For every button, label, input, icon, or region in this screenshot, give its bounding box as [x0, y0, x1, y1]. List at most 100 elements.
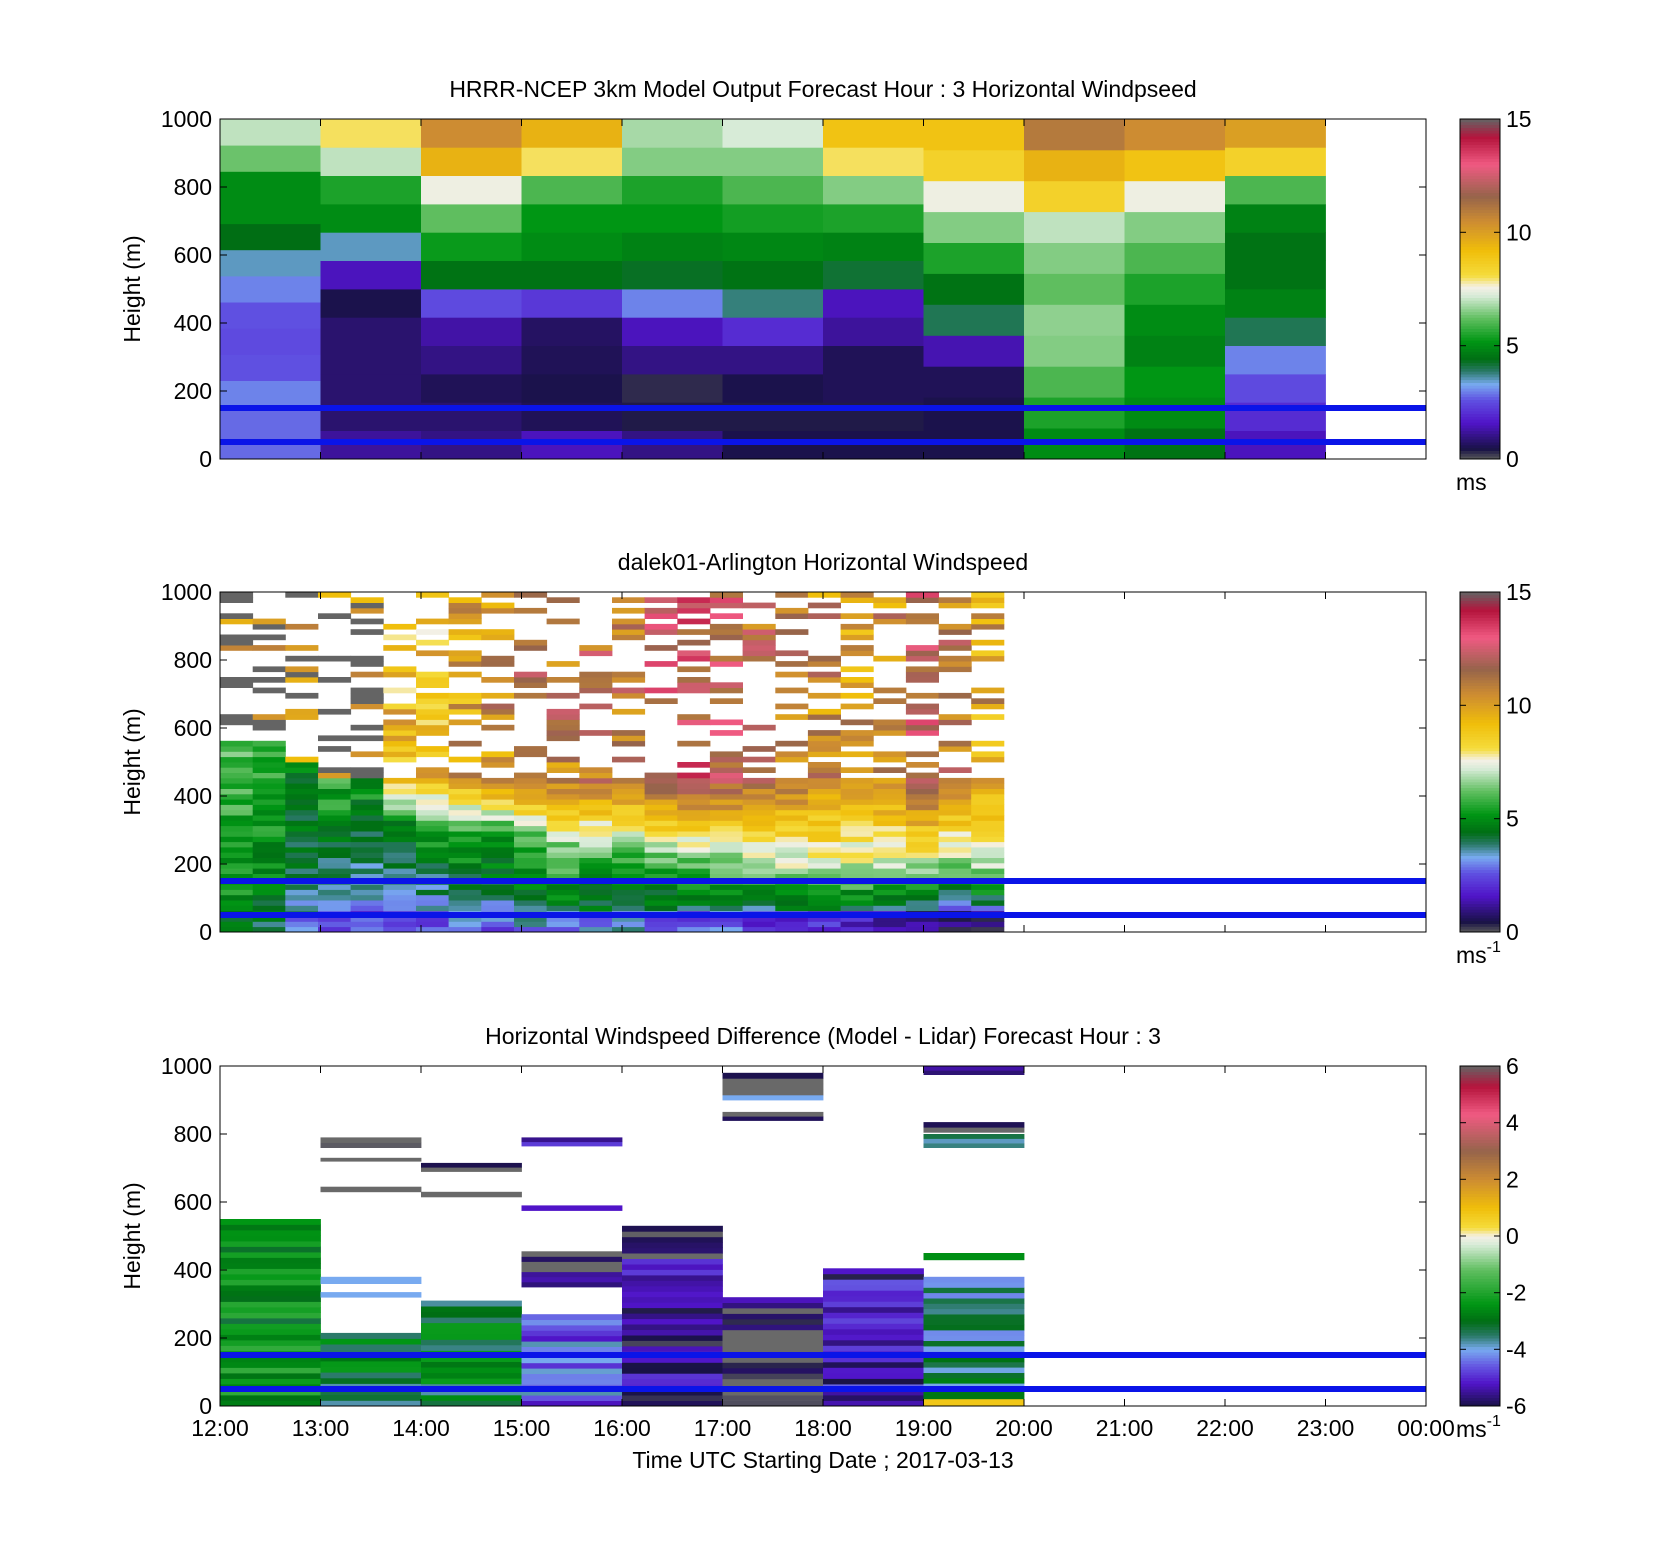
lidar-cell-10-8 [546, 884, 580, 890]
lidar-cell-7-62 [448, 597, 482, 603]
lidar-cell-15-23 [709, 804, 743, 811]
lidar-cell-1-31 [252, 762, 286, 768]
lidar-cell-22-44 [938, 692, 972, 699]
lidar-cell-7-4 [448, 905, 482, 912]
lidar-cell-14-2 [677, 916, 711, 922]
lidar-cell-4-21 [350, 815, 384, 821]
lidar-cell-11-25 [579, 793, 613, 800]
lidar-cell-11-6 [579, 894, 613, 901]
difference-cell-10-10 [521, 1346, 623, 1353]
lidar-cell-16-13 [742, 857, 776, 864]
lidar-cell-6-26 [416, 788, 450, 795]
lidar-cell-9-47 [514, 677, 548, 683]
difference-cell-7-7 [421, 1361, 522, 1368]
lidar-cell-6-52 [416, 650, 450, 657]
lidar-cell-20-7 [873, 889, 907, 896]
lidar-cell-20-26 [873, 788, 907, 795]
y-tick-label: 200 [174, 378, 212, 404]
colorbar-swatch [1460, 382, 1500, 386]
colorbar-swatch [1460, 1394, 1500, 1398]
difference-cell-10-15 [521, 1319, 623, 1326]
lidar-cell-0-55 [220, 634, 254, 641]
difference-cell-5-0 [320, 1157, 422, 1162]
lidar-cell-22-13 [938, 857, 972, 864]
difference-cell-7-13 [421, 1328, 522, 1335]
colorbar-swatch [1460, 654, 1500, 658]
lidar-cell-3-4 [318, 905, 352, 912]
lidar-cell-18-6 [807, 894, 841, 901]
lidar-cell-12-47 [612, 677, 646, 683]
lidar-cell-0-21 [220, 815, 254, 821]
difference-cell-19-1 [823, 1395, 924, 1401]
difference-cell-7-12 [421, 1333, 522, 1340]
lidar-cell-11-11 [579, 868, 613, 874]
model-cell-10-8 [1225, 204, 1326, 233]
lidar-cell-2-63 [285, 592, 319, 598]
lidar-cell-14-47 [677, 677, 711, 683]
lidar-cell-4-30 [350, 767, 384, 773]
lidar-cell-6-29 [416, 772, 450, 779]
model-cell-4-4 [622, 317, 723, 346]
panel-difference: Horizontal Windspeed Difference (Model -… [119, 1023, 1527, 1442]
lidar-cell-19-2 [840, 916, 874, 922]
colorbar-swatch [1460, 1261, 1500, 1265]
model-cell-10-11 [1225, 119, 1326, 148]
lidar-cell-8-6 [481, 894, 515, 901]
lidar-cell-7-48 [448, 671, 482, 678]
difference-cell-15-10 [722, 1346, 824, 1352]
difference-cell-19-11 [823, 1339, 924, 1346]
difference-cell-0-16 [220, 1312, 321, 1319]
y-tick-label: 0 [199, 919, 212, 945]
lidar-cell-4-7 [350, 889, 384, 896]
lidar-cell-18-17 [807, 836, 841, 843]
model-cell-4-8 [622, 204, 723, 233]
lidar-cell-19-39 [840, 719, 874, 726]
colorbar-swatch [1460, 121, 1500, 126]
lidar-cell-17-21 [775, 815, 809, 821]
colorbar-swatch [1460, 303, 1500, 307]
colorbar-swatch [1460, 1230, 1500, 1234]
model-cell-1-8 [320, 204, 422, 233]
lidar-cell-14-16 [677, 841, 711, 848]
lidar-cell-23-25 [971, 793, 1005, 800]
lidar-cell-3-18 [318, 831, 352, 837]
lidar-cell-23-33 [971, 751, 1005, 758]
lidar-cell-7-52 [448, 650, 482, 657]
colorbar-swatch [1460, 138, 1500, 143]
lidar-cell-20-61 [873, 602, 907, 609]
lidar-cell-14-7 [677, 889, 711, 896]
lidar-cell-8-16 [481, 841, 515, 848]
lidar-cell-11-15 [579, 847, 613, 853]
lidar-cell-19-57 [840, 623, 874, 630]
lidar-cell-5-35 [383, 740, 417, 747]
colorbar-swatch [1460, 841, 1500, 845]
lidar-cell-6-10 [416, 873, 450, 880]
lidar-cell-2-41 [285, 708, 319, 715]
lidar-cell-20-39 [873, 719, 907, 726]
colorbar-swatch [1460, 229, 1500, 233]
model-cell-4-0 [622, 430, 723, 459]
lidar-cell-8-31 [481, 762, 515, 768]
lidar-cell-6-38 [416, 724, 450, 731]
colorbar-swatch [1460, 733, 1500, 737]
colorbar-tick-label: 2 [1506, 1166, 1519, 1192]
lidar-cell-21-44 [905, 692, 939, 699]
lidar-cell-20-51 [873, 655, 907, 662]
lidar-cell-11-17 [579, 836, 613, 843]
colorbar-swatch [1460, 342, 1500, 347]
difference-cell-0-31 [220, 1230, 321, 1236]
lidar-cell-14-61 [677, 602, 711, 609]
lidar-cell-12-5 [612, 900, 646, 906]
model-cell-10-5 [1225, 289, 1326, 318]
lidar-cell-16-32 [742, 756, 776, 763]
lidar-cell-3-17 [318, 836, 352, 843]
lidar-cell-0-17 [220, 836, 254, 843]
lidar-cell-10-44 [546, 692, 580, 699]
lidar-cell-2-47 [285, 677, 319, 683]
colorbar-swatch [1460, 917, 1500, 922]
lidar-cell-5-48 [383, 671, 417, 678]
difference-cell-15-17 [722, 1308, 824, 1314]
lidar-cell-19-6 [840, 894, 874, 901]
lidar-cell-22-27 [938, 783, 972, 789]
